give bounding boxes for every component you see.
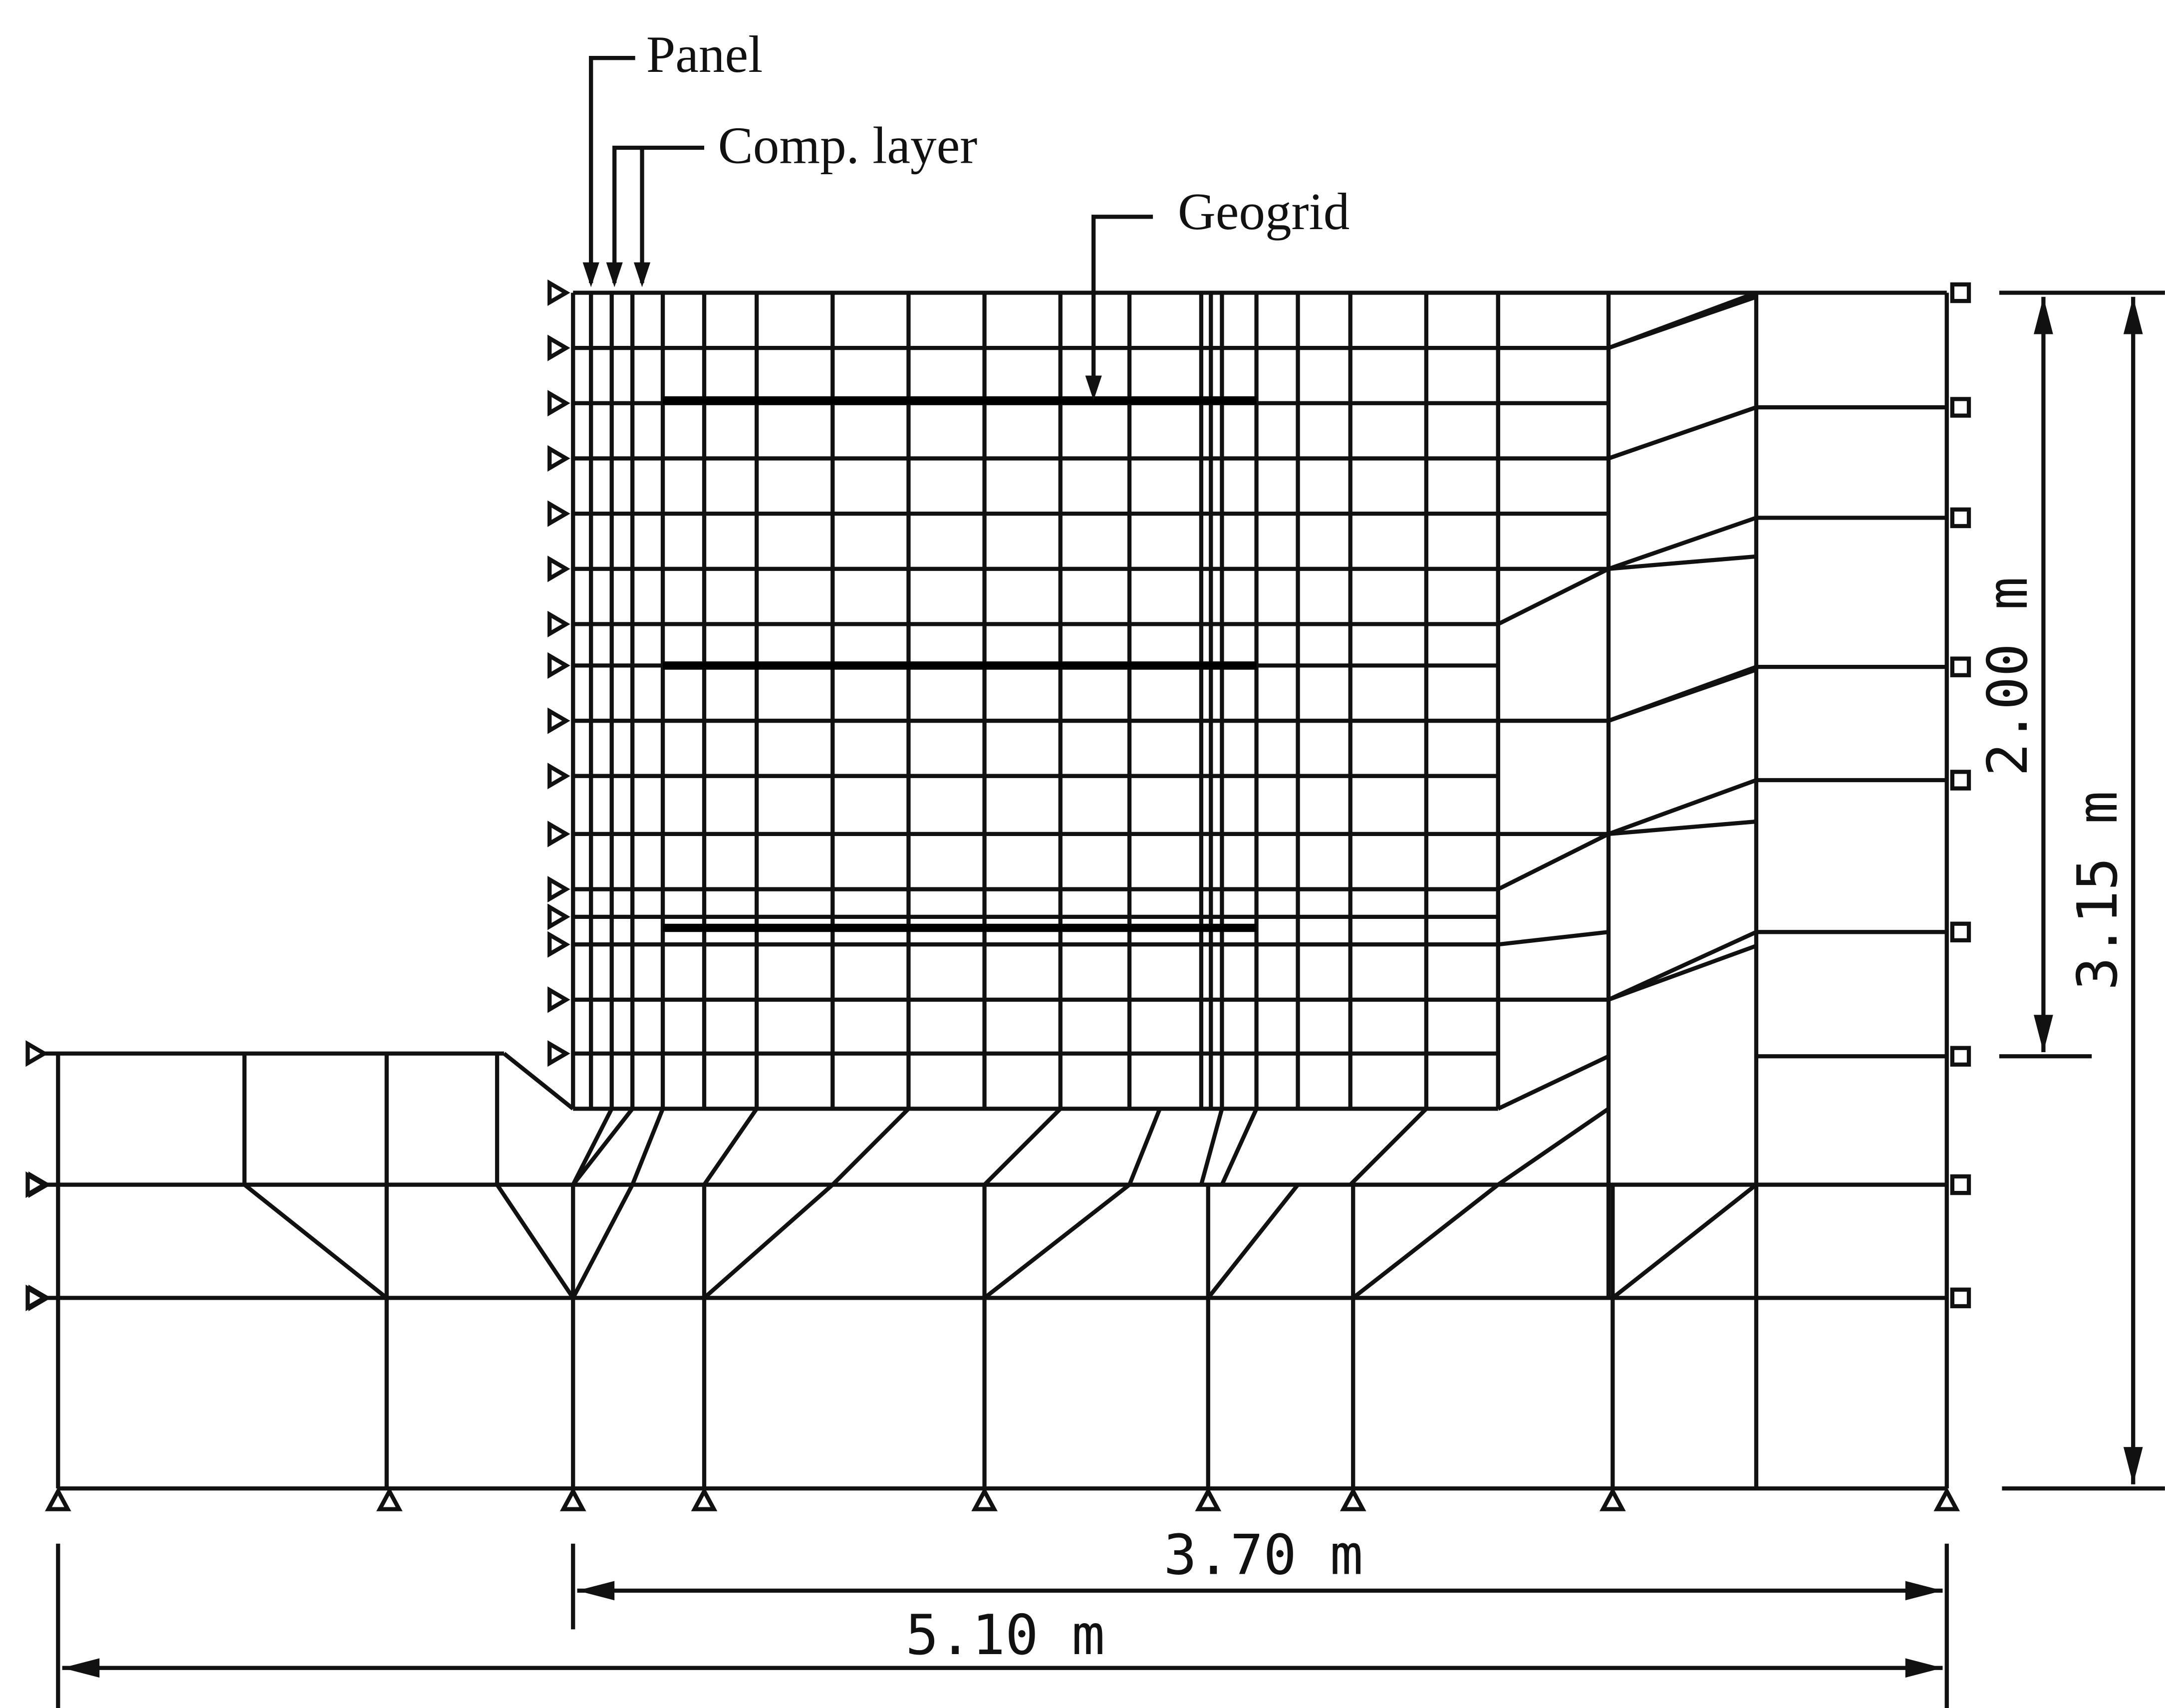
total-height-label: 3.15 m xyxy=(2066,791,2130,990)
mesh-line xyxy=(1353,1185,1498,1298)
roller-support xyxy=(549,879,566,899)
pin-support xyxy=(1344,1491,1363,1509)
roller-support xyxy=(549,711,566,731)
arrowhead xyxy=(606,263,623,287)
arrowhead xyxy=(2124,1447,2143,1484)
roller-support xyxy=(549,338,566,358)
mesh-line xyxy=(1498,569,1609,624)
mesh-line xyxy=(1351,1109,1426,1184)
roller-support xyxy=(1952,1048,1969,1065)
roller-support xyxy=(549,1044,566,1063)
mesh-line xyxy=(1498,1056,1609,1109)
roller-support xyxy=(549,283,566,302)
roller-support xyxy=(1952,772,1969,788)
mesh-line xyxy=(1208,1185,1298,1298)
mesh-line xyxy=(1222,1109,1256,1184)
wall-height-label: 2.00 m xyxy=(1976,577,2040,777)
arrowhead xyxy=(2034,1015,2053,1052)
geogrid-leader xyxy=(1093,217,1153,393)
roller-support xyxy=(549,990,566,1009)
arrowhead xyxy=(634,263,650,287)
mesh-line xyxy=(1613,1185,1756,1298)
arrowhead xyxy=(1905,1581,1943,1600)
pin-support xyxy=(380,1491,399,1509)
mesh-line xyxy=(573,1109,632,1184)
geogrid-label: Geogrid xyxy=(1178,182,1350,241)
pin-support xyxy=(695,1491,714,1509)
pin-support xyxy=(975,1491,994,1509)
mesh-line xyxy=(504,1054,573,1109)
roller-support xyxy=(27,1175,44,1194)
mesh-line xyxy=(573,1185,632,1298)
roller-support xyxy=(549,907,566,927)
mesh-line xyxy=(704,1109,757,1184)
roller-support xyxy=(1952,510,1969,526)
arrowhead xyxy=(583,263,599,287)
roller-support xyxy=(1952,399,1969,415)
roller-support xyxy=(27,1044,44,1063)
roller-support xyxy=(1952,924,1969,940)
mesh-line xyxy=(1498,932,1609,944)
roller-support xyxy=(1952,1290,1969,1306)
page: Panel Comp. layer Geogrid 3.70 m 5.10 m … xyxy=(0,0,2165,1708)
roller-support xyxy=(549,393,566,413)
mesh-line xyxy=(1129,1109,1160,1184)
pin-support xyxy=(563,1491,583,1509)
wall-width-label: 3.70 m xyxy=(1164,1523,1363,1588)
total-width-label: 5.10 m xyxy=(905,1603,1105,1668)
roller-support xyxy=(549,766,566,786)
supports xyxy=(27,283,1969,1509)
pin-support xyxy=(48,1491,68,1509)
mesh-line xyxy=(1609,932,1756,1000)
arrowhead xyxy=(1905,1658,1943,1678)
mesh-line xyxy=(573,1109,611,1184)
roller-support xyxy=(1952,285,1969,301)
arrowhead xyxy=(2124,297,2143,334)
mesh-line xyxy=(1609,407,1756,458)
arrowhead xyxy=(2034,297,2053,334)
mesh-diagram: Panel Comp. layer Geogrid 3.70 m 5.10 m … xyxy=(0,0,2165,1708)
mesh-line xyxy=(1498,1109,1609,1184)
roller-support xyxy=(549,449,566,468)
leader-arrows xyxy=(583,263,1102,401)
roller-support xyxy=(549,614,566,634)
mesh-line xyxy=(1498,834,1609,889)
mesh-line xyxy=(632,1109,663,1184)
roller-support xyxy=(27,1288,44,1308)
arrowhead xyxy=(577,1581,615,1600)
mesh-line xyxy=(985,1109,1061,1184)
mesh-line xyxy=(245,1185,387,1298)
pin-support xyxy=(1603,1491,1623,1509)
roller-support xyxy=(1952,1176,1969,1193)
leaders xyxy=(591,58,1153,393)
mesh xyxy=(34,292,1946,1488)
panel-label: Panel xyxy=(646,25,763,83)
mesh-line xyxy=(1201,1109,1222,1184)
roller-support xyxy=(549,935,566,954)
geogrids xyxy=(663,400,1257,928)
roller-support xyxy=(549,656,566,675)
mesh-line xyxy=(832,1109,908,1184)
pin-support xyxy=(1937,1491,1956,1509)
mesh-line xyxy=(985,1185,1129,1298)
mesh-line xyxy=(1609,292,1756,348)
mesh-line xyxy=(497,1185,573,1298)
pin-support xyxy=(1198,1491,1218,1509)
dimension-arrows xyxy=(62,297,2143,1678)
roller-support xyxy=(1952,659,1969,675)
comp-layer-leader xyxy=(614,148,704,283)
roller-support xyxy=(549,559,566,578)
roller-support xyxy=(549,825,566,844)
arrowhead xyxy=(62,1658,100,1678)
comp-layer-label: Comp. layer xyxy=(718,116,978,174)
mesh-line xyxy=(704,1185,832,1298)
mesh-line xyxy=(1609,667,1756,721)
roller-support xyxy=(549,504,566,524)
